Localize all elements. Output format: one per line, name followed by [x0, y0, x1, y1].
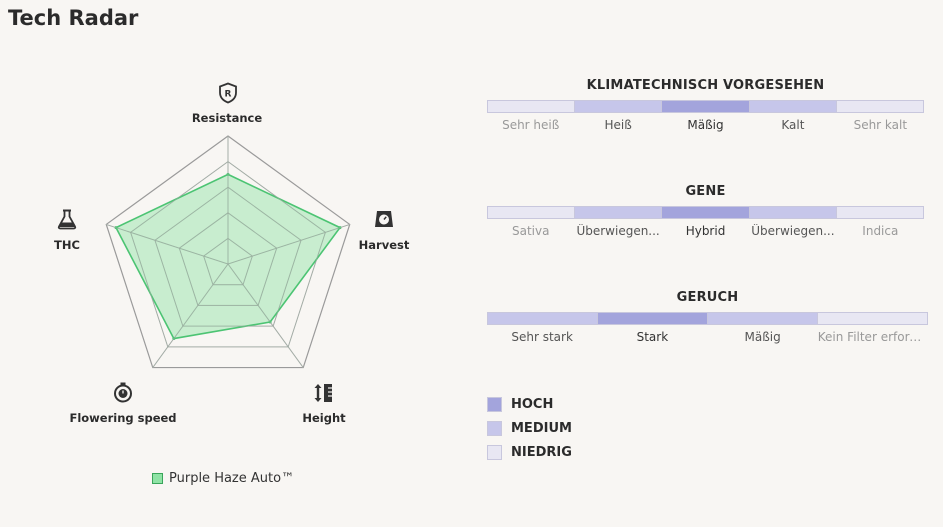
- scale-gene: GENE Sativa Überwiegen... Hybrid Überwie…: [487, 184, 924, 238]
- flask-icon: [57, 209, 77, 230]
- scale-segment: [749, 207, 837, 218]
- scale-segment: [662, 207, 750, 218]
- scale-segment: [662, 101, 750, 112]
- shield-r-icon: R: [219, 82, 237, 104]
- key-item-hoch: HOCH: [487, 392, 572, 416]
- scale-segment: [598, 313, 708, 324]
- grid-ring-overlay: [178, 212, 278, 306]
- grid-ring-overlay: [154, 186, 302, 327]
- scale-title: GENE: [685, 184, 726, 199]
- key-label: MEDIUM: [511, 420, 572, 436]
- scale-segment: [836, 207, 924, 218]
- scale-label: Sehr stark: [511, 330, 573, 344]
- scale-label: Überwiegen...: [751, 224, 835, 238]
- scale-segment: [575, 101, 663, 112]
- scale-segment: [488, 101, 576, 112]
- axis-label-resistance: Resistance: [191, 111, 263, 125]
- scale-klima: KLIMATECHNISCH VORGESEHEN Sehr heiß Heiß…: [487, 78, 924, 132]
- scale-segment: [818, 313, 927, 324]
- key-swatch: [487, 396, 502, 412]
- scale-icon: [375, 211, 393, 227]
- scale-label: Mäßig: [744, 330, 781, 344]
- scale-title: GERUCH: [676, 290, 739, 305]
- scale-label: Kalt: [781, 118, 805, 132]
- scale-geruch: GERUCH Sehr stark Stark Mäßig Kein Filte…: [487, 290, 928, 344]
- scale-label: Mäßig: [687, 118, 724, 132]
- scale-segment: [749, 101, 837, 112]
- grid-spoke-overlay: [152, 263, 229, 368]
- scale-label: Überwiegen...: [576, 224, 660, 238]
- legend-label: Purple Haze Auto™: [169, 471, 295, 486]
- grid-ring-overlay: [130, 161, 326, 348]
- scale-bar: [487, 100, 924, 113]
- scale-label: Sehr kalt: [853, 118, 908, 132]
- svg-text:R: R: [225, 90, 232, 100]
- axis-label-flowering-speed: Flowering speed: [69, 411, 177, 425]
- height-ruler-icon: [314, 384, 332, 402]
- grid-ring: [105, 135, 351, 369]
- scale-segment: [488, 313, 598, 324]
- scale-label: Heiß: [604, 118, 632, 132]
- scale-bar: [487, 206, 924, 219]
- scale-label: Kein Filter erforderlich: [817, 330, 928, 344]
- scale-label: Sehr heiß: [502, 118, 560, 132]
- scale-bar: [487, 312, 928, 325]
- grid-spoke-overlay: [106, 224, 229, 265]
- scale-labels: Sativa Überwiegen... Hybrid Überwiegen..…: [487, 224, 924, 238]
- scale-segment: [488, 207, 576, 218]
- scale-segment: [836, 101, 924, 112]
- scale-labels: Sehr stark Stark Mäßig Kein Filter erfor…: [487, 330, 928, 344]
- grid-spoke-overlay: [227, 224, 350, 265]
- legend-swatch: [152, 473, 163, 484]
- grid-ring-overlay: [203, 237, 253, 286]
- level-key: HOCH MEDIUM NIEDRIG: [487, 392, 572, 464]
- radar-chart: [105, 135, 351, 369]
- scale-label: Sativa: [511, 224, 550, 238]
- scale-labels: Sehr heiß Heiß Mäßig Kalt Sehr kalt: [487, 118, 924, 132]
- key-item-niedrig: NIEDRIG: [487, 440, 572, 464]
- stopwatch-icon: [114, 382, 132, 403]
- page-title: Tech Radar: [8, 6, 139, 30]
- key-label: HOCH: [511, 396, 554, 412]
- axis-label-harvest: Harvest: [358, 238, 410, 252]
- scale-label: Hybrid: [685, 224, 726, 238]
- scale-label: Indica: [862, 224, 899, 238]
- key-swatch: [487, 420, 502, 436]
- axis-label-height: Height: [302, 411, 346, 425]
- key-item-medium: MEDIUM: [487, 416, 572, 440]
- scale-segment: [575, 207, 663, 218]
- axis-label-thc: THC: [54, 238, 80, 252]
- chart-legend-item[interactable]: Purple Haze Auto™: [152, 471, 294, 486]
- key-label: NIEDRIG: [511, 444, 572, 460]
- grid-spoke-overlay: [227, 263, 304, 368]
- key-swatch: [487, 444, 502, 460]
- scale-label: Stark: [636, 330, 669, 344]
- scale-title: KLIMATECHNISCH VORGESEHEN: [586, 78, 825, 93]
- scale-segment: [708, 313, 818, 324]
